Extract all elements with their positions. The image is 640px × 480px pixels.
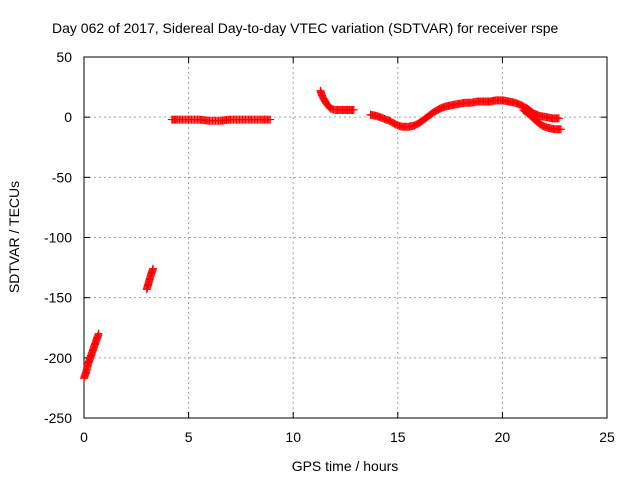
data-point (266, 115, 275, 124)
data-point (556, 125, 565, 134)
x-tick-label: 0 (80, 429, 88, 445)
x-tick-label: 5 (185, 429, 193, 445)
data-point (94, 329, 103, 338)
x-tick-label: 10 (285, 429, 301, 445)
y-tick-label: -100 (44, 230, 72, 246)
data-points (80, 86, 565, 383)
data-point (554, 114, 563, 123)
chart-title: Day 062 of 2017, Sidereal Day-to-day VTE… (52, 20, 558, 36)
data-point (149, 264, 158, 273)
y-axis-label: SDTVAR / TECUs (6, 181, 22, 293)
x-tick-label: 15 (390, 429, 406, 445)
data-point (349, 105, 358, 114)
axis-ticks: 0 5 10 15 20 25 -250 -200 -150 -100 -50 0 50 (44, 49, 615, 445)
y-tick-label: 0 (64, 109, 72, 125)
x-tick-label: 20 (495, 429, 511, 445)
y-tick-label: -200 (44, 350, 72, 366)
y-tick-label: -150 (44, 290, 72, 306)
x-axis-label: GPS time / hours (292, 458, 399, 474)
y-tick-label: -50 (52, 169, 72, 185)
grid (84, 57, 607, 418)
y-tick-label: -250 (44, 410, 72, 426)
y-tick-label: 50 (56, 49, 72, 65)
x-tick-label: 25 (599, 429, 615, 445)
